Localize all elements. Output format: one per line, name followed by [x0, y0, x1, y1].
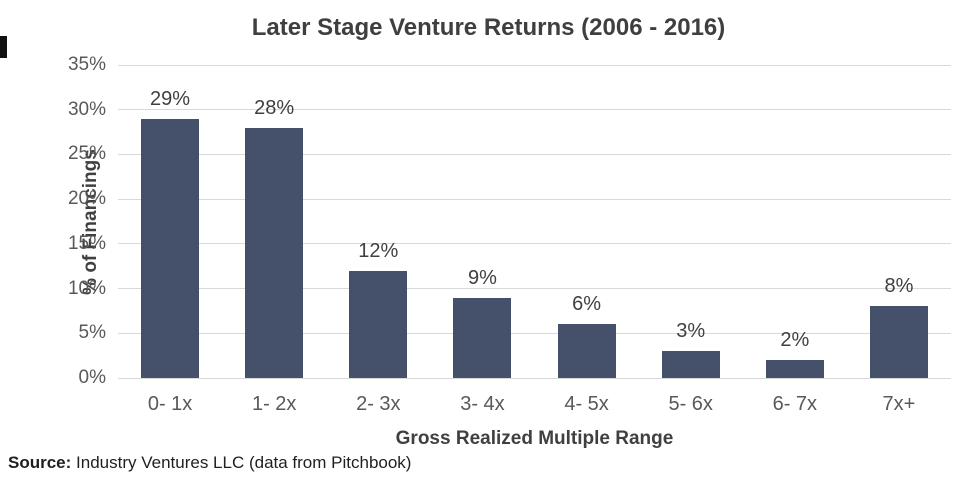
- bar-data-label: 12%: [358, 239, 399, 262]
- x-tick-label: 2- 3x: [356, 393, 401, 415]
- bar-data-label: 9%: [467, 266, 497, 289]
- bar-5-6x: [661, 351, 720, 378]
- y-tick-label: 10%: [67, 277, 106, 299]
- x-axis-title: Gross Realized Multiple Range: [395, 428, 674, 449]
- bar-6-7x: [765, 360, 824, 378]
- gridline-25: [118, 153, 951, 155]
- bar-data-label: 29%: [150, 87, 191, 110]
- y-tick-label: 0%: [78, 367, 106, 388]
- x-tick-label: 0- 1x: [147, 393, 193, 415]
- plot-area: 0% 5% 10% 15% 20% 25% 30% 35% 29% 0- 1x 28% 1- 2x 12…: [68, 54, 951, 415]
- y-tick-label: 35%: [67, 54, 106, 75]
- gridline-0: [118, 377, 951, 379]
- bar-data-label: 3%: [676, 320, 706, 343]
- gridline-10: [118, 288, 951, 290]
- x-tick-label: 6- 7x: [772, 393, 818, 415]
- x-tick-label: 1- 2x: [251, 393, 297, 415]
- x-tick-label: 4- 5x: [564, 393, 609, 415]
- bar-7x+: [869, 306, 928, 378]
- x-tick-label: 3- 4x: [460, 393, 505, 415]
- bar-data-label: 2%: [780, 329, 810, 352]
- bar-3-4x: [453, 297, 512, 378]
- bar-0-1x: [141, 118, 200, 378]
- y-tick-label: 5%: [78, 322, 106, 344]
- gridline-15: [118, 243, 951, 245]
- y-tick-label: 25%: [67, 143, 106, 165]
- x-tick-label: 5- 6x: [668, 393, 713, 415]
- y-tick-label: 30%: [67, 98, 106, 120]
- source-text: Industry Ventures LLC (data from Pitchbo…: [71, 453, 412, 472]
- gridline-30: [118, 109, 951, 111]
- source-label: Source:: [8, 453, 72, 472]
- bar-data-label: 8%: [884, 275, 914, 298]
- bar-data-label: 28%: [254, 96, 295, 119]
- y-tick-label: 15%: [67, 232, 106, 254]
- left-edge-artifact: [0, 36, 7, 58]
- source-note: Source: Industry Ventures LLC (data from…: [8, 453, 411, 473]
- gridline-35: [118, 64, 951, 66]
- y-tick-label: 20%: [67, 188, 106, 210]
- bar-data-label: 6%: [572, 293, 602, 316]
- bar-4-5x: [557, 324, 616, 378]
- gridline-20: [118, 198, 951, 200]
- y-axis-title: % of Financings: [79, 149, 101, 295]
- x-tick-label: 7x+: [882, 393, 916, 415]
- bar-2-3x: [349, 270, 408, 378]
- gridline-5: [118, 332, 951, 334]
- chart-title: Later Stage Venture Returns (2006 - 2016…: [251, 14, 726, 41]
- bar-1-2x: [245, 127, 304, 378]
